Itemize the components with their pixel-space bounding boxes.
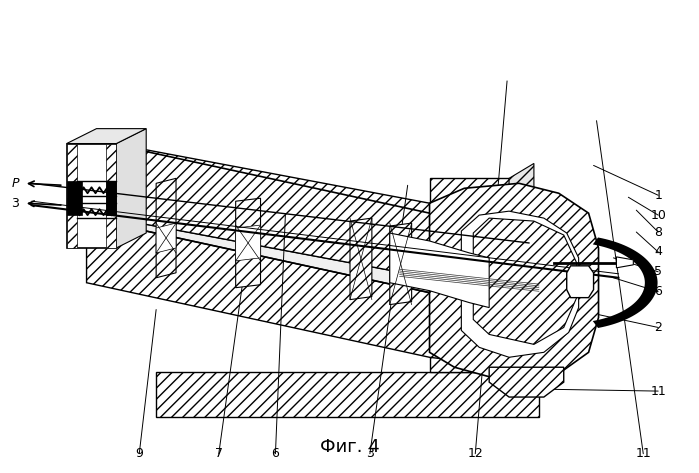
Polygon shape [87,218,429,298]
Polygon shape [87,139,554,323]
Polygon shape [429,178,509,372]
Text: Фиг. 4: Фиг. 4 [320,438,380,456]
Text: 5: 5 [654,265,662,278]
Text: 11: 11 [650,385,666,398]
Polygon shape [509,164,534,372]
Text: 2: 2 [654,321,662,334]
Polygon shape [66,129,146,143]
Polygon shape [87,139,559,307]
Polygon shape [390,233,489,307]
Polygon shape [489,367,563,397]
Polygon shape [596,239,656,326]
Text: P: P [11,177,19,190]
Polygon shape [156,178,176,278]
Text: 10: 10 [650,209,666,222]
Polygon shape [106,181,116,215]
Text: 12: 12 [468,447,483,460]
Text: 6: 6 [271,447,280,460]
Polygon shape [156,372,539,417]
Polygon shape [390,223,412,305]
Text: 7: 7 [215,447,223,460]
Text: 3: 3 [11,197,19,210]
Text: 3: 3 [366,447,374,460]
Polygon shape [116,129,146,248]
Polygon shape [461,211,579,357]
Polygon shape [87,213,554,327]
Polygon shape [156,223,176,253]
Polygon shape [66,143,77,248]
Polygon shape [106,143,116,248]
Text: 1: 1 [654,189,662,202]
Polygon shape [473,218,577,344]
Text: 6: 6 [654,285,662,298]
Polygon shape [66,181,82,215]
Text: 9: 9 [136,447,143,460]
Text: 8: 8 [654,226,662,238]
Polygon shape [236,198,261,288]
Polygon shape [429,184,598,382]
Text: 11: 11 [635,447,651,460]
Polygon shape [87,193,554,317]
Polygon shape [617,257,633,268]
Polygon shape [236,225,261,261]
Text: 4: 4 [654,245,662,258]
Polygon shape [87,218,559,372]
Polygon shape [350,218,372,299]
Polygon shape [66,143,116,248]
Polygon shape [567,266,593,298]
